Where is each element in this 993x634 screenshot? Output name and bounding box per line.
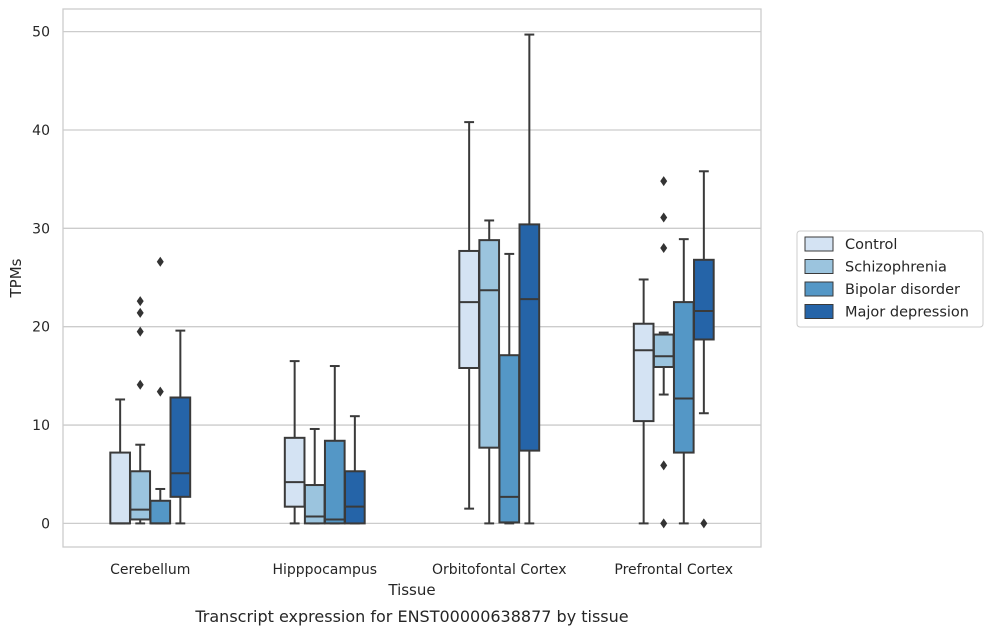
chart-caption: Transcript expression for ENST0000063887… (194, 607, 628, 626)
legend-swatch (804, 236, 834, 252)
x-tick-label: Orbitofontal Cortex (432, 562, 567, 578)
box-iqr (693, 258, 715, 341)
box-prefrontal-cortex-schizophrenia (652, 176, 675, 529)
outlier-point (660, 460, 668, 471)
legend-label: Bipolar disorder (845, 282, 960, 298)
box-hipppocampus-bipolar-disorder (323, 365, 346, 525)
legend-label: Control (845, 237, 897, 253)
box-prefrontal-cortex-bipolar-disorder (672, 238, 695, 525)
legend-frame (796, 230, 984, 328)
box-prefrontal-cortex-major-depression (693, 170, 715, 529)
y-axis-label: TPMs (7, 258, 25, 298)
plot-area (62, 8, 762, 548)
box-iqr (129, 470, 152, 521)
box-iqr (518, 223, 541, 452)
y-tick-labels: 0 10 20 30 40 50 (32, 25, 50, 533)
box-iqr (323, 439, 346, 525)
x-tick-label: Cerebellum (110, 562, 190, 578)
box-iqr (283, 436, 306, 508)
boxes (109, 33, 715, 529)
outlier-point (660, 243, 668, 254)
y-tick-label: 10 (32, 418, 50, 434)
legend-swatch (804, 281, 834, 297)
outlier-point (136, 379, 144, 390)
box-iqr (652, 333, 675, 369)
legend-label: Schizophrenia (845, 260, 947, 276)
legend-items: Control Schizophrenia Bipolar disorder Majo… (804, 236, 969, 321)
legend-swatch (804, 304, 834, 319)
box-hipppocampus-major-depression (344, 415, 366, 525)
outlier-point (660, 212, 668, 223)
box-cerebellum-schizophrenia (129, 296, 152, 525)
box-cerebellum-major-depression (169, 329, 192, 525)
x-tick-label: Hipppocampus (272, 562, 377, 578)
box-iqr (109, 451, 131, 525)
box-iqr (632, 322, 655, 423)
box-iqr (303, 484, 326, 525)
box-hipppocampus-control (283, 360, 306, 525)
box-iqr (344, 470, 366, 525)
outlier-point (156, 256, 164, 267)
box-orbitofontal-cortex-schizophrenia (478, 219, 501, 525)
y-tick-label: 30 (32, 221, 50, 237)
box-orbitofontal-cortex-major-depression (518, 33, 541, 525)
x-tick-label: Prefrontal Cortex (614, 562, 733, 578)
outlier-point (136, 307, 144, 318)
box-cerebellum-bipolar-disorder (149, 256, 172, 525)
y-tick-label: 20 (32, 320, 50, 336)
box-iqr (672, 301, 695, 454)
outlier-point (156, 386, 164, 397)
legend: Control Schizophrenia Bipolar disorder Majo… (796, 230, 984, 328)
x-axis-label: Tissue (387, 581, 435, 599)
outlier-point (136, 326, 144, 337)
legend-label: Major depression (845, 305, 969, 321)
x-tick-labels: Cerebellum Hipppocampus Orbitofontal Corte… (110, 562, 733, 578)
box-iqr (478, 239, 501, 449)
box-iqr (458, 249, 480, 369)
box-orbitofontal-cortex-control (458, 121, 480, 510)
y-tick-label: 0 (41, 516, 50, 532)
y-tick-label: 40 (32, 123, 50, 139)
legend-swatch (804, 259, 834, 274)
y-tick-label: 50 (32, 25, 50, 41)
outlier-point (660, 176, 668, 187)
outlier-point (660, 518, 668, 529)
box-iqr (169, 396, 192, 498)
outlier-point (136, 296, 144, 307)
outlier-point (700, 518, 708, 529)
box-prefrontal-cortex-control (632, 278, 655, 525)
box-iqr (149, 499, 172, 525)
